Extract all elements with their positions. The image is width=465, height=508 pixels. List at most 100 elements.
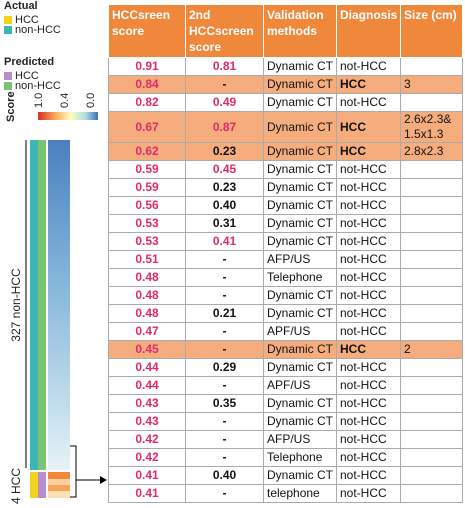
empty-cell (400, 93, 463, 112)
header-cell: Validation methods (263, 4, 337, 58)
table-cell: 0.35 (185, 394, 264, 413)
table-cell: Dynamic CT (263, 358, 337, 377)
empty-cell (400, 268, 463, 287)
table-cell: not-HCC (336, 196, 401, 215)
table-row: 0.53 0.31 Dynamic CT not-HCC (108, 214, 463, 233)
table-cell: HCC (336, 340, 401, 359)
table-cell: 0.48 (108, 286, 186, 305)
score-column (48, 140, 70, 470)
table-cell: 0.53 (108, 232, 186, 251)
table-cell: Dynamic CT (263, 93, 337, 112)
colorbar-tick-label: 1.0 (33, 93, 45, 108)
table-cell: - (185, 75, 264, 94)
actual-column (30, 472, 38, 498)
table-cell: HCC (336, 111, 401, 143)
table-cell: - (185, 340, 264, 359)
table-cell: 0.47 (108, 322, 186, 341)
table-cell: not-HCC (336, 412, 401, 431)
header-cell: Diagnosis (336, 4, 401, 58)
table-cell: Dynamic CT (263, 214, 337, 233)
table-row: 0.91 0.81 Dynamic CT not-HCC (108, 57, 463, 76)
bracket (70, 445, 100, 498)
table-cell: Dynamic CT (263, 466, 337, 485)
empty-cell (400, 286, 463, 305)
table-cell: 0.29 (185, 358, 264, 377)
table-cell: - (185, 322, 264, 341)
legend-label: non-HCC (15, 24, 61, 36)
table-row: 0.62 0.23 Dynamic CT HCC 2.8x2.3 (108, 142, 463, 161)
header-row: HCCsreen score 2nd HCCscreen score Validat… (108, 4, 463, 58)
table-cell: 0.62 (108, 142, 186, 161)
table-cell: - (185, 286, 264, 305)
score-cell (48, 485, 70, 491)
legend-swatch (4, 26, 12, 34)
table-cell: - (185, 448, 264, 467)
empty-cell (400, 196, 463, 215)
table-cell: 0.41 (108, 466, 186, 485)
table-cell: 0.41 (108, 484, 186, 503)
table-cell: not-HCC (336, 178, 401, 197)
table-cell: 0.45 (108, 340, 186, 359)
table-cell: 0.41 (185, 232, 264, 251)
table-cell: 2.8x2.3 (400, 142, 463, 161)
table-row: 0.48- Dynamic CT not-HCC (108, 286, 463, 305)
legend-title: Actual (4, 0, 38, 12)
table-cell: telephone (263, 484, 337, 503)
table-cell: 0.40 (185, 196, 264, 215)
legend-swatch (4, 16, 12, 24)
legend-label: HCC (15, 14, 39, 26)
empty-cell (400, 394, 463, 413)
table-cell: Dynamic CT (263, 196, 337, 215)
table-cell: 0.21 (185, 304, 264, 323)
table-cell: Dynamic CT (263, 75, 337, 94)
table-cell: not-HCC (336, 484, 401, 503)
empty-cell (400, 57, 463, 76)
table-cell: 0.43 (108, 412, 186, 431)
table-row: 0.82 0.49 Dynamic CT not-HCC (108, 93, 463, 112)
score-cell (48, 472, 70, 479)
table-cell: 0.44 (108, 358, 186, 377)
table-cell: not-HCC (336, 57, 401, 76)
table-row: 0.43- Dynamic CT not-HCC (108, 412, 463, 431)
table-cell: not-HCC (336, 358, 401, 377)
table-cell: Dynamic CT (263, 160, 337, 179)
header-cell: 2nd HCCscreen score (185, 4, 264, 58)
table-cell: AFP/US (263, 250, 337, 269)
empty-cell (400, 430, 463, 449)
table-cell: 0.53 (108, 214, 186, 233)
empty-cell (400, 304, 463, 323)
table-cell: 2.6x2.3& 1.5x1.3 (400, 111, 463, 143)
table-cell: not-HCC (336, 232, 401, 251)
table-cell: 0.23 (185, 142, 264, 161)
table-cell: Dynamic CT (263, 232, 337, 251)
table-cell: 0.43 (108, 394, 186, 413)
table-cell: not-HCC (336, 214, 401, 233)
table-row: 0.53 0.41 Dynamic CT not-HCC (108, 232, 463, 251)
table-row: 0.41- telephone not-HCC (108, 484, 463, 503)
table-row: 0.47- APF/US not-HCC (108, 322, 463, 341)
table-row: 0.44 0.29 Dynamic CT not-HCC (108, 358, 463, 377)
colorbar (38, 112, 98, 120)
empty-cell (400, 214, 463, 233)
colorbar-tick-label: 0.0 (85, 93, 97, 108)
legend-title: Predicted (4, 56, 54, 68)
table-cell: Dynamic CT (263, 286, 337, 305)
score-cell (48, 479, 70, 485)
table-row: 0.84- Dynamic CT HCC 3 (108, 75, 463, 94)
table-cell: 0.31 (185, 214, 264, 233)
table-cell: 0.59 (108, 178, 186, 197)
table-cell: APF/US (263, 376, 337, 395)
table-cell: - (185, 268, 264, 287)
table-cell: 0.67 (108, 111, 186, 143)
table-row: 0.44- APF/US not-HCC (108, 376, 463, 395)
table-row: 0.51- AFP/US not-HCC (108, 250, 463, 269)
legend-swatch (4, 82, 12, 90)
table-cell: 0.59 (108, 160, 186, 179)
table-cell: not-HCC (336, 250, 401, 269)
results-table: HCCsreen score 2nd HCCscreen score Validat… (108, 4, 463, 503)
table-cell: 0.42 (108, 430, 186, 449)
empty-cell (400, 448, 463, 467)
empty-cell (400, 484, 463, 503)
table-cell: not-HCC (336, 394, 401, 413)
